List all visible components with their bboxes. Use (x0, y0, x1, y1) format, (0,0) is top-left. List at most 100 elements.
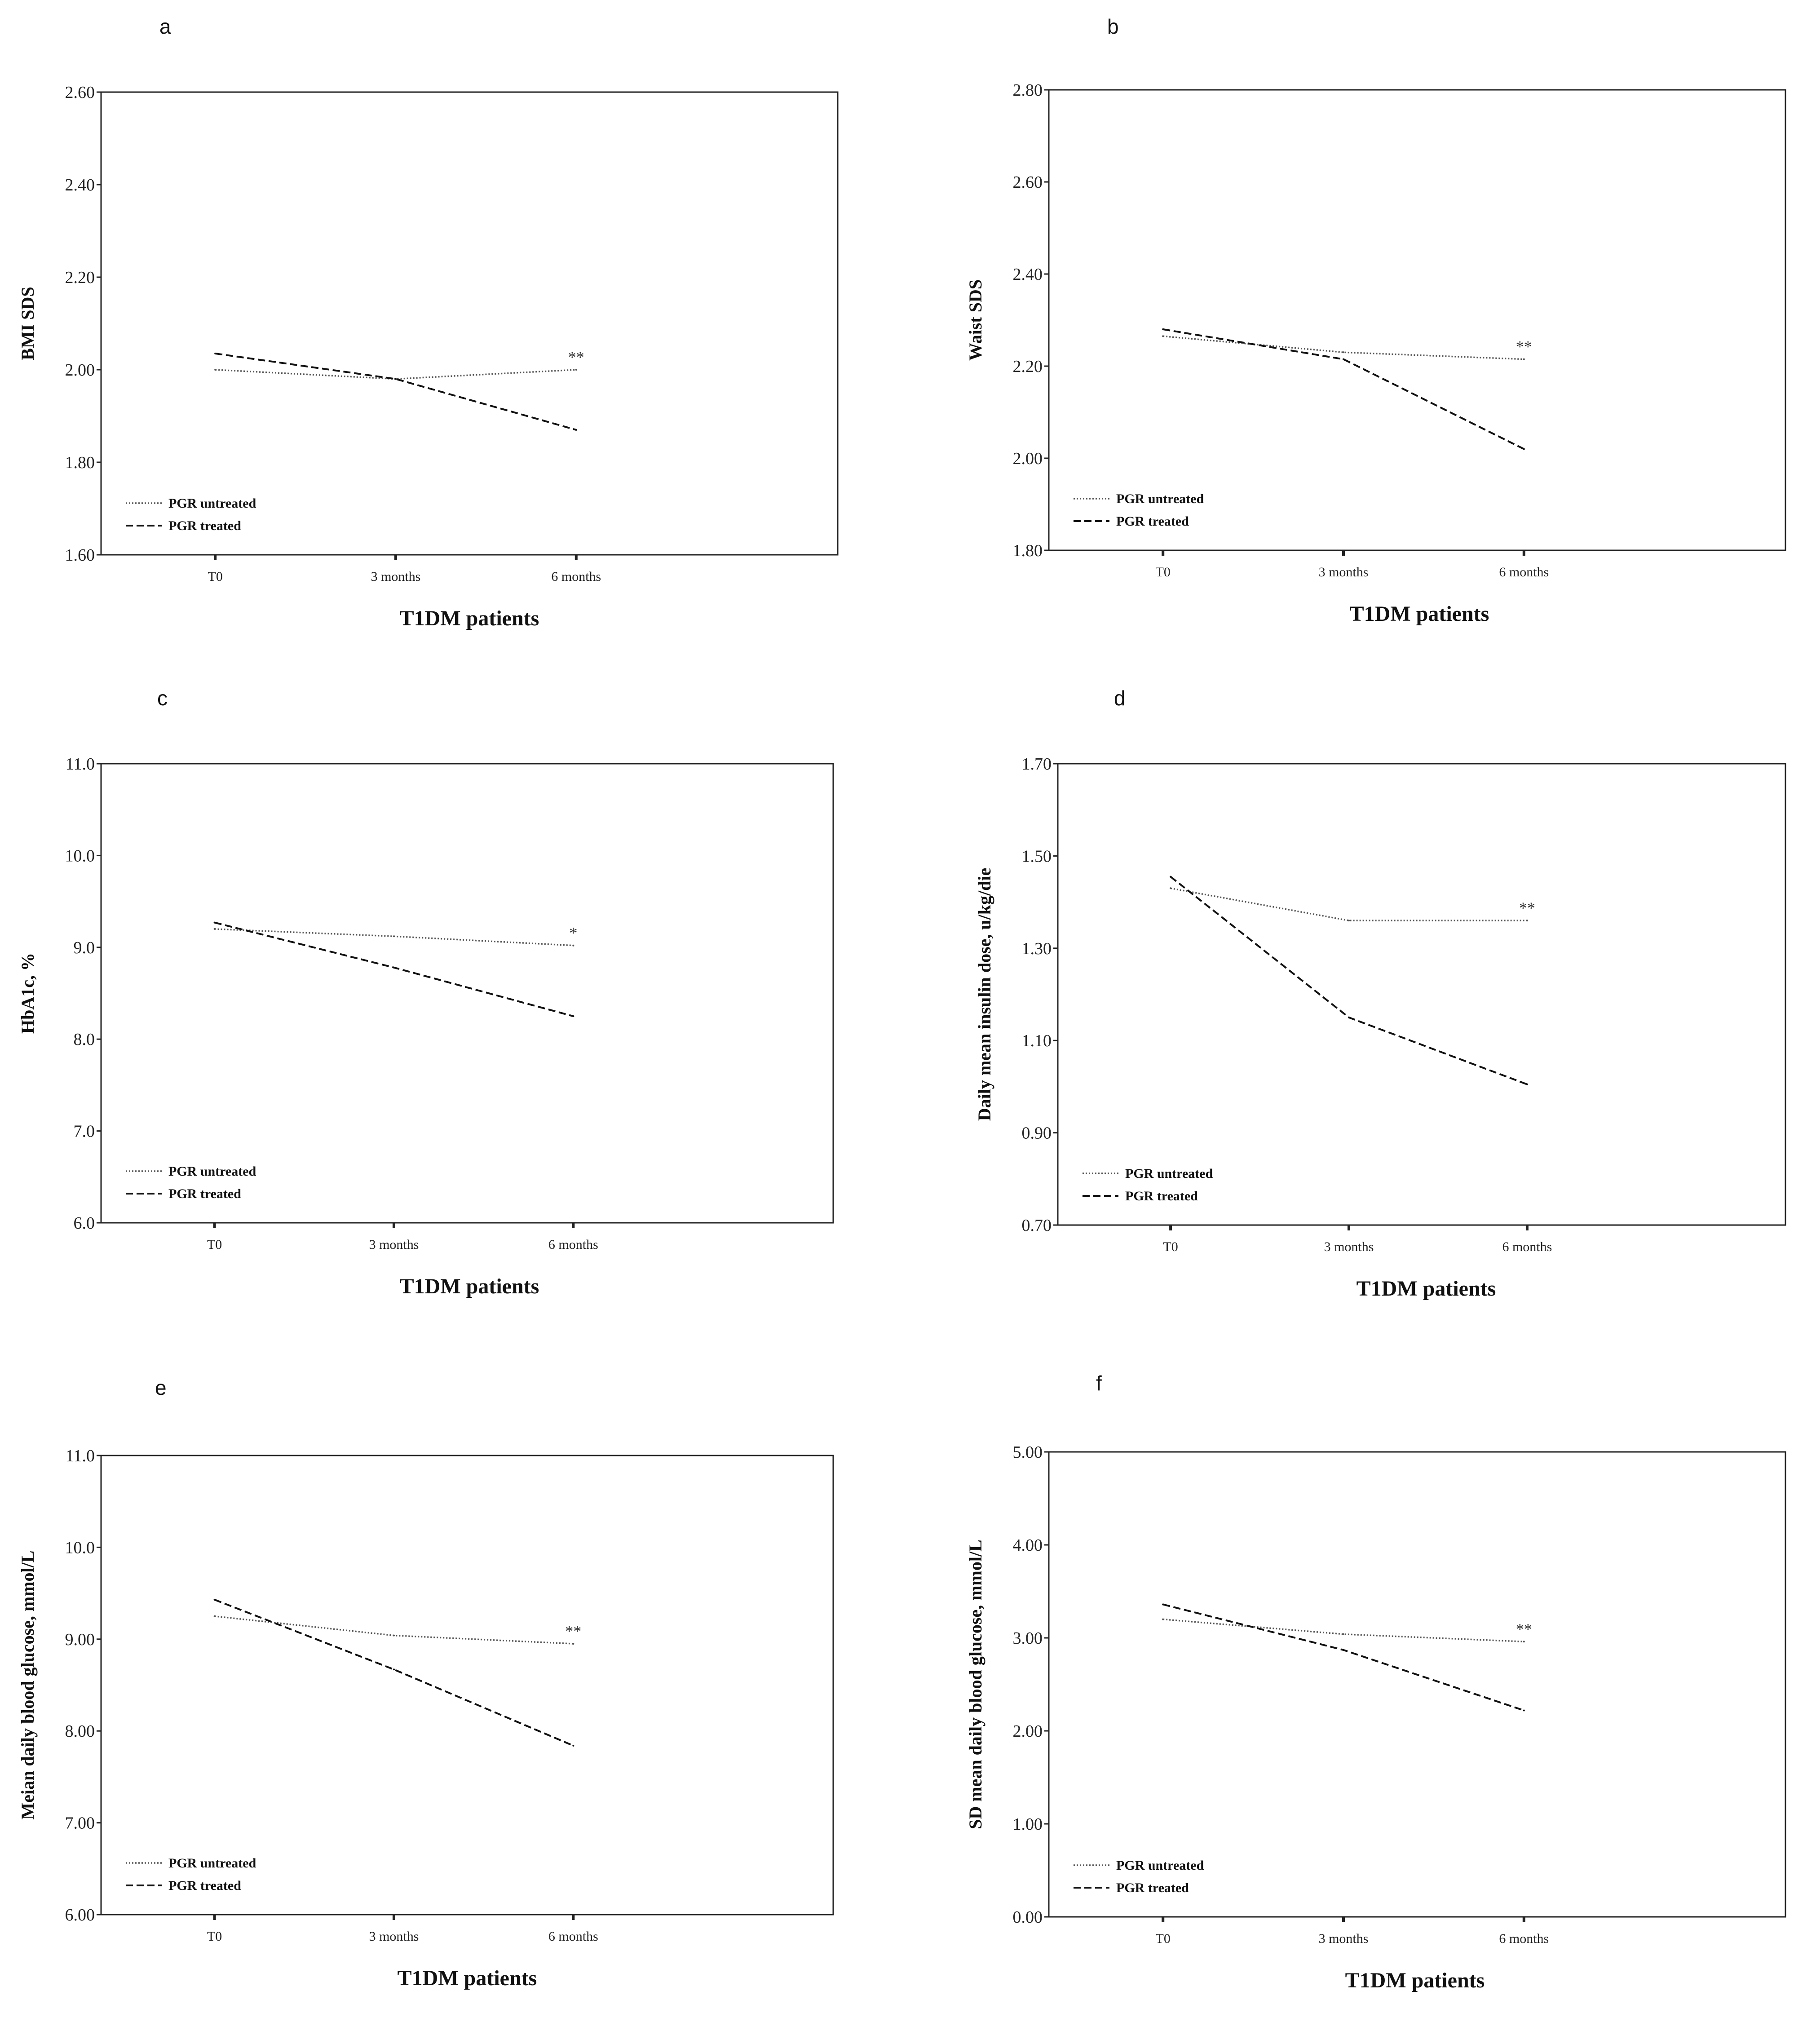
y-tick-label: 0.70 (1022, 1216, 1052, 1235)
x-tick-label: 3 months (369, 1929, 419, 1944)
y-tick-label: 2.00 (65, 361, 95, 380)
significance-marker: * (569, 924, 577, 942)
series-line-pgr-treated (1162, 328, 1524, 450)
data-point (213, 921, 216, 924)
data-point (1343, 1649, 1344, 1651)
data-point (1343, 351, 1344, 354)
x-tick-label: 6 months (1502, 1239, 1552, 1254)
y-tick-label: 9.0 (74, 938, 95, 957)
data-point (1343, 358, 1344, 360)
significance-marker: ** (1519, 899, 1535, 917)
data-point (395, 378, 397, 380)
x-tick-label: T0 (207, 1237, 222, 1252)
plot-frame (1048, 89, 1786, 551)
x-tick-label: 3 months (1319, 565, 1369, 580)
x-tick-label: 6 months (548, 1237, 598, 1252)
data-point (1343, 1633, 1344, 1635)
y-tick-label: 8.00 (65, 1722, 95, 1741)
data-point (214, 369, 217, 371)
panel-e: e 6.00 7.00 8.00 9.00 10.0 11.0 T0 3 months 6 mon… (18, 1376, 834, 1990)
y-tick-label: 1.10 (1022, 1031, 1052, 1050)
series-line-pgr-untreated (1163, 335, 1524, 360)
significance-marker: ** (1516, 338, 1532, 356)
y-axis-title: Waist SDS (965, 279, 985, 361)
y-tick-label: 1.50 (1022, 847, 1052, 866)
legend-label: PGR treated (168, 1878, 241, 1893)
significance-marker: ** (565, 1622, 581, 1640)
panel-letter: b (1107, 15, 1119, 38)
data-point (575, 369, 577, 371)
legend-label: PGR treated (168, 1186, 241, 1201)
data-point (393, 1668, 395, 1671)
y-axis-title: SD mean daily blood glucose, mmol/L (965, 1540, 985, 1829)
legend-label: PGR untreated (1116, 491, 1204, 506)
data-point (572, 1744, 574, 1747)
y-axis-title: Meian daily blood glucose, mmol/L (18, 1551, 38, 1820)
data-point (393, 935, 395, 938)
x-tick-label: T0 (1156, 565, 1171, 580)
panel-a: a 1.60 1.80 2.00 2.20 2.40 2.60 T0 3 months 6 mon… (18, 15, 839, 630)
data-point (393, 966, 395, 969)
y-tick-label: 2.80 (1013, 81, 1043, 100)
y-tick-label: 6.00 (65, 1906, 95, 1925)
x-tick-label: 6 months (1499, 1931, 1549, 1946)
data-point (393, 1634, 395, 1637)
y-tick-label: 11.0 (66, 1447, 95, 1465)
data-point (1170, 887, 1172, 889)
y-tick-label: 2.00 (1013, 1722, 1043, 1741)
x-axis-title: T1DM patients (398, 1966, 537, 1990)
data-point (1348, 920, 1350, 922)
x-tick-label: 3 months (1324, 1239, 1374, 1254)
y-tick-label: 1.80 (65, 453, 95, 472)
legend-label: PGR treated (1125, 1189, 1198, 1203)
data-point (1348, 1016, 1350, 1018)
y-tick-label: 1.00 (1013, 1815, 1043, 1834)
data-point (1523, 358, 1525, 360)
data-point (1523, 448, 1525, 450)
legend-label: PGR treated (168, 518, 241, 533)
y-tick-label: 4.00 (1013, 1536, 1043, 1555)
panel-letter: d (1114, 686, 1126, 710)
data-point (1162, 1618, 1164, 1620)
panel-f: f 0.00 1.00 2.00 3.00 4.00 5.00 T0 3 months 6 mon… (965, 1372, 1786, 1992)
panel-b: b 1.80 2.00 2.20 2.40 2.60 2.80 T0 3 months 6 mon… (965, 15, 1786, 626)
y-tick-label: 2.00 (1013, 449, 1043, 468)
y-tick-label: 2.40 (65, 176, 95, 195)
legend-label: PGR untreated (168, 1856, 256, 1871)
data-point (1170, 876, 1172, 878)
panel-letter: c (157, 686, 168, 710)
x-tick-label: 3 months (369, 1237, 419, 1252)
series-line-pgr-untreated (215, 369, 576, 380)
plot-frame (100, 763, 834, 1224)
y-tick-label: 6.0 (74, 1214, 95, 1233)
x-tick-label: 6 months (548, 1929, 598, 1944)
data-point (1162, 335, 1164, 337)
plot-frame (1057, 763, 1786, 1226)
x-tick-label: 6 months (551, 569, 601, 584)
x-axis-title: T1DM patients (400, 1274, 539, 1298)
plot-frame (100, 91, 839, 556)
y-tick-label: 0.00 (1013, 1908, 1043, 1927)
series-line-pgr-untreated (1163, 1618, 1524, 1643)
y-tick-label: 0.90 (1022, 1124, 1052, 1143)
y-tick-label: 1.80 (1013, 541, 1043, 560)
data-point (1523, 1709, 1525, 1712)
data-point (214, 352, 217, 354)
data-point (572, 1643, 574, 1645)
x-tick-label: 3 months (1319, 1931, 1369, 1946)
x-axis-title: T1DM patients (1356, 1277, 1496, 1301)
panel-c: c 6.0 7.0 8.0 9.0 10.0 11.0 T0 3 months 6 months T… (18, 686, 834, 1298)
x-tick-label: 3 months (371, 569, 421, 584)
data-point (213, 928, 216, 930)
series-line-pgr-treated (1170, 876, 1528, 1085)
y-axis-title: Daily mean insulin dose, u/kg/die (974, 868, 994, 1121)
y-tick-label: 2.60 (1013, 173, 1043, 192)
data-point (1162, 1603, 1164, 1606)
series-line-pgr-untreated (214, 928, 574, 947)
data-point (1526, 920, 1528, 922)
y-tick-label: 9.00 (65, 1630, 95, 1649)
legend-label: PGR treated (1116, 514, 1189, 529)
x-axis-title: T1DM patients (1350, 602, 1489, 626)
series-line-pgr-treated (215, 352, 577, 431)
